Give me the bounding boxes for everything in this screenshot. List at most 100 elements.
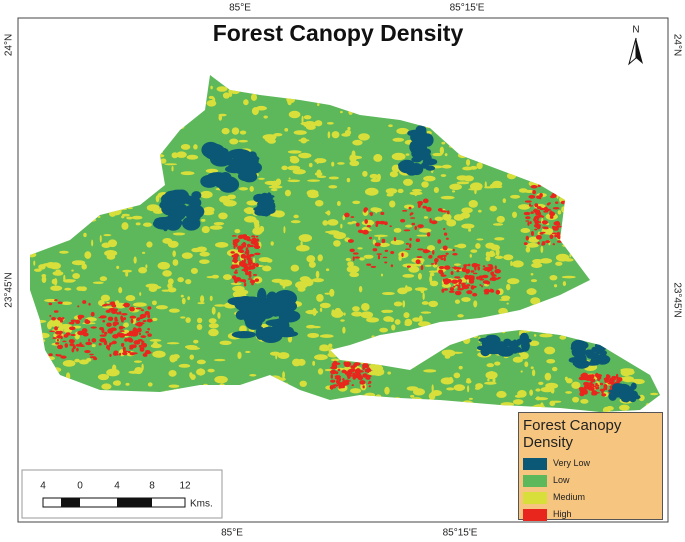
medium-patch: [289, 156, 300, 164]
medium-patch: [423, 216, 429, 219]
high-patch: [131, 344, 137, 349]
medium-patch: [613, 346, 618, 352]
medium-patch: [109, 180, 112, 184]
high-patch: [57, 301, 63, 305]
medium-patch: [58, 198, 70, 201]
medium-patch: [350, 396, 363, 404]
medium-patch: [122, 119, 130, 123]
high-patch: [597, 384, 600, 387]
high-patch: [89, 353, 94, 356]
high-patch: [241, 234, 248, 239]
high-patch: [357, 229, 364, 234]
medium-patch: [34, 268, 42, 272]
medium-patch: [561, 302, 571, 307]
medium-patch: [454, 299, 461, 304]
medium-patch: [41, 275, 47, 284]
medium-patch: [59, 201, 62, 210]
medium-patch: [559, 335, 567, 340]
medium-patch: [590, 247, 597, 253]
medium-patch: [37, 332, 50, 339]
medium-patch: [645, 403, 651, 408]
medium-patch: [148, 151, 156, 156]
medium-patch: [575, 181, 579, 187]
medium-patch: [97, 373, 110, 381]
high-patch: [446, 237, 449, 240]
medium-patch: [403, 78, 417, 85]
medium-patch: [470, 100, 483, 105]
medium-patch: [621, 252, 636, 261]
medium-patch: [396, 127, 409, 135]
medium-patch: [53, 181, 60, 185]
high-patch: [85, 341, 93, 346]
medium-patch: [638, 200, 648, 204]
high-patch: [532, 189, 536, 195]
high-patch: [474, 263, 481, 267]
high-patch: [235, 269, 238, 272]
high-patch: [453, 266, 458, 270]
medium-patch: [47, 321, 53, 330]
medium-patch: [63, 280, 75, 283]
medium-patch: [96, 153, 110, 156]
medium-patch: [378, 236, 381, 241]
high-patch: [552, 227, 559, 231]
high-patch: [119, 330, 125, 332]
medium-patch: [623, 182, 627, 188]
high-patch: [466, 290, 473, 295]
medium-patch: [529, 389, 534, 396]
medium-patch: [64, 76, 72, 81]
medium-patch: [30, 207, 32, 212]
medium-patch: [366, 349, 372, 356]
scale-label: 8: [149, 481, 155, 492]
medium-patch: [650, 392, 659, 396]
high-patch: [441, 288, 445, 293]
medium-patch: [196, 323, 203, 330]
high-patch: [446, 210, 450, 215]
medium-patch: [255, 105, 268, 111]
high-patch: [344, 212, 350, 218]
medium-patch: [333, 240, 341, 247]
medium-patch: [206, 391, 213, 395]
medium-patch: [563, 115, 567, 120]
medium-patch: [218, 113, 227, 117]
medium-patch: [540, 245, 544, 253]
medium-patch: [160, 158, 167, 164]
high-patch: [247, 278, 253, 280]
medium-patch: [506, 283, 511, 291]
high-patch: [415, 238, 421, 243]
high-patch: [410, 217, 416, 219]
high-patch: [523, 211, 531, 216]
high-patch: [127, 350, 131, 354]
high-patch: [461, 284, 466, 287]
high-patch: [111, 303, 117, 308]
medium-patch: [44, 115, 49, 122]
high-patch: [549, 234, 554, 240]
legend-title: Forest Canopy Density: [523, 417, 622, 451]
medium-patch: [580, 399, 589, 404]
high-patch: [381, 238, 386, 244]
medium-patch: [349, 160, 360, 167]
high-patch: [551, 232, 559, 235]
medium-patch: [557, 210, 562, 215]
medium-patch: [391, 164, 401, 173]
medium-patch: [610, 304, 621, 311]
medium-patch: [293, 130, 307, 135]
medium-patch: [549, 274, 558, 281]
medium-patch: [612, 124, 625, 130]
high-patch: [88, 302, 91, 306]
medium-patch: [385, 398, 398, 406]
high-patch: [529, 221, 532, 225]
medium-patch: [402, 300, 406, 308]
medium-patch: [643, 175, 653, 184]
medium-patch: [152, 341, 158, 348]
medium-patch: [167, 278, 174, 285]
high-patch: [107, 316, 114, 321]
medium-patch: [456, 175, 469, 181]
high-patch: [54, 326, 58, 331]
medium-patch: [64, 191, 72, 197]
medium-patch: [548, 115, 561, 120]
medium-patch: [61, 301, 73, 306]
very-low-patch: [256, 203, 267, 213]
high-patch: [248, 273, 252, 278]
medium-patch: [63, 274, 66, 282]
medium-patch: [526, 288, 537, 296]
